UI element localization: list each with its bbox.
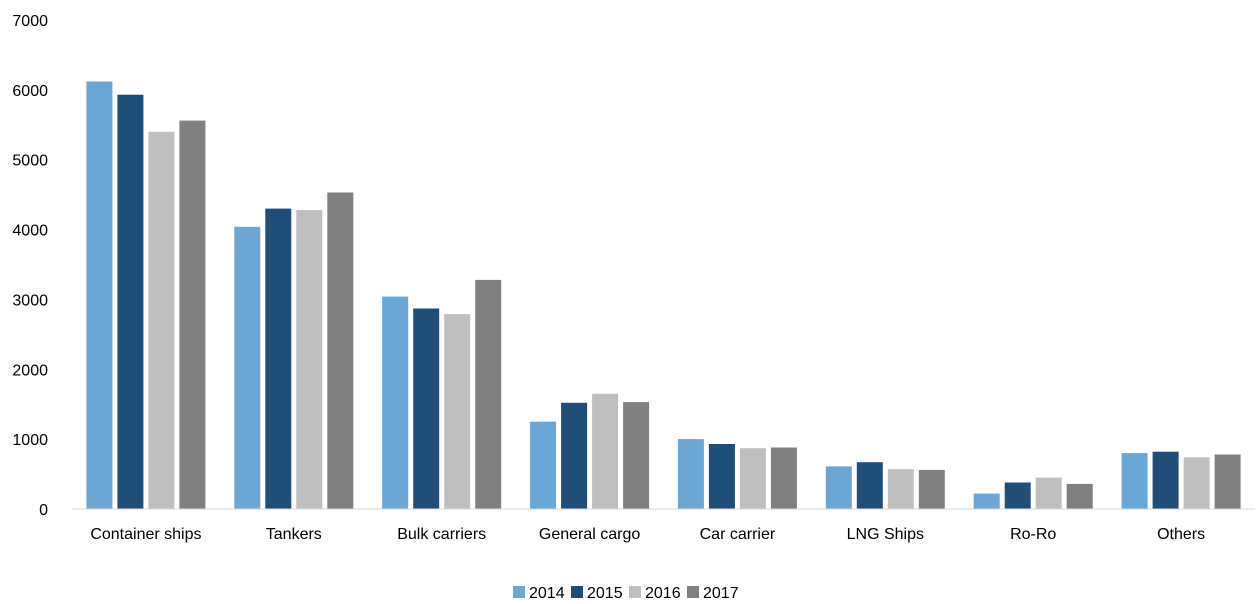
legend-swatch-2014 (513, 586, 525, 598)
bar-2015-car-carrier (708, 444, 735, 509)
category-label: Container ships (90, 526, 201, 543)
bar-2016-bulk-carriers (444, 314, 471, 509)
bar-2017-others (1214, 454, 1241, 509)
y-tick-label: 0 (39, 502, 48, 519)
x-axis: Container ships Tankers Bulk carriers Gener… (90, 526, 1205, 543)
y-tick-label: 6000 (12, 83, 48, 100)
legend-label-2015: 2015 (587, 585, 623, 602)
bars (86, 81, 1241, 510)
y-tick-label: 5000 (12, 153, 48, 170)
bar-2017-car-carrier (770, 447, 797, 509)
bar-2014-general-cargo (530, 421, 557, 509)
bar-2014-others (1121, 453, 1148, 509)
bar-2016-car-carrier (739, 448, 766, 509)
y-tick-label: 1000 (12, 432, 48, 449)
y-tick-label: 3000 (12, 292, 48, 309)
category-label: Others (1157, 526, 1205, 543)
bar-2015-others (1152, 451, 1179, 509)
bar-2015-container-ships (117, 94, 144, 509)
bar-2015-general-cargo (561, 402, 588, 509)
bar-2015-lng-ships (856, 462, 883, 509)
bar-2014-lng-ships (825, 466, 852, 509)
bar-2014-tankers (234, 226, 261, 510)
bar-2017-ro-ro (1066, 483, 1093, 509)
bar-2014-ro-ro (973, 493, 1000, 509)
bar-2017-tankers (327, 192, 354, 509)
y-tick-label: 2000 (12, 362, 48, 379)
bar-2016-lng-ships (887, 469, 914, 509)
category-label: General cargo (539, 526, 640, 543)
legend-swatch-2015 (571, 586, 583, 598)
bar-2016-others (1183, 457, 1210, 509)
bar-2015-ro-ro (1004, 482, 1031, 509)
legend-swatch-2016 (629, 586, 641, 598)
bar-2014-car-carrier (677, 439, 704, 509)
bar-2017-general-cargo (623, 402, 650, 509)
y-tick-label: 7000 (12, 13, 48, 30)
bar-2016-ro-ro (1035, 477, 1062, 509)
category-label: Tankers (266, 526, 322, 543)
category-label: LNG Ships (847, 526, 924, 543)
legend-label-2014: 2014 (529, 585, 565, 602)
legend: 2014 2015 2016 2017 (513, 585, 739, 602)
legend-swatch-2017 (687, 586, 699, 598)
bar-2014-container-ships (86, 81, 113, 509)
bar-2017-lng-ships (918, 469, 945, 509)
y-axis: 0 1000 2000 3000 4000 5000 6000 7000 (12, 13, 48, 519)
bar-2016-container-ships (148, 131, 175, 510)
bar-2016-tankers (296, 210, 323, 509)
category-label: Ro-Ro (1010, 526, 1056, 543)
category-label: Car carrier (700, 526, 776, 543)
bar-2015-tankers (265, 208, 292, 509)
bar-2017-bulk-carriers (475, 279, 502, 509)
bar-2017-container-ships (179, 120, 206, 509)
bar-2014-bulk-carriers (382, 296, 409, 509)
category-label: Bulk carriers (397, 526, 486, 543)
legend-label-2017: 2017 (703, 585, 739, 602)
y-tick-label: 4000 (12, 223, 48, 240)
bar-2016-general-cargo (592, 393, 619, 509)
bar-2015-bulk-carriers (413, 308, 440, 509)
legend-label-2016: 2016 (645, 585, 681, 602)
